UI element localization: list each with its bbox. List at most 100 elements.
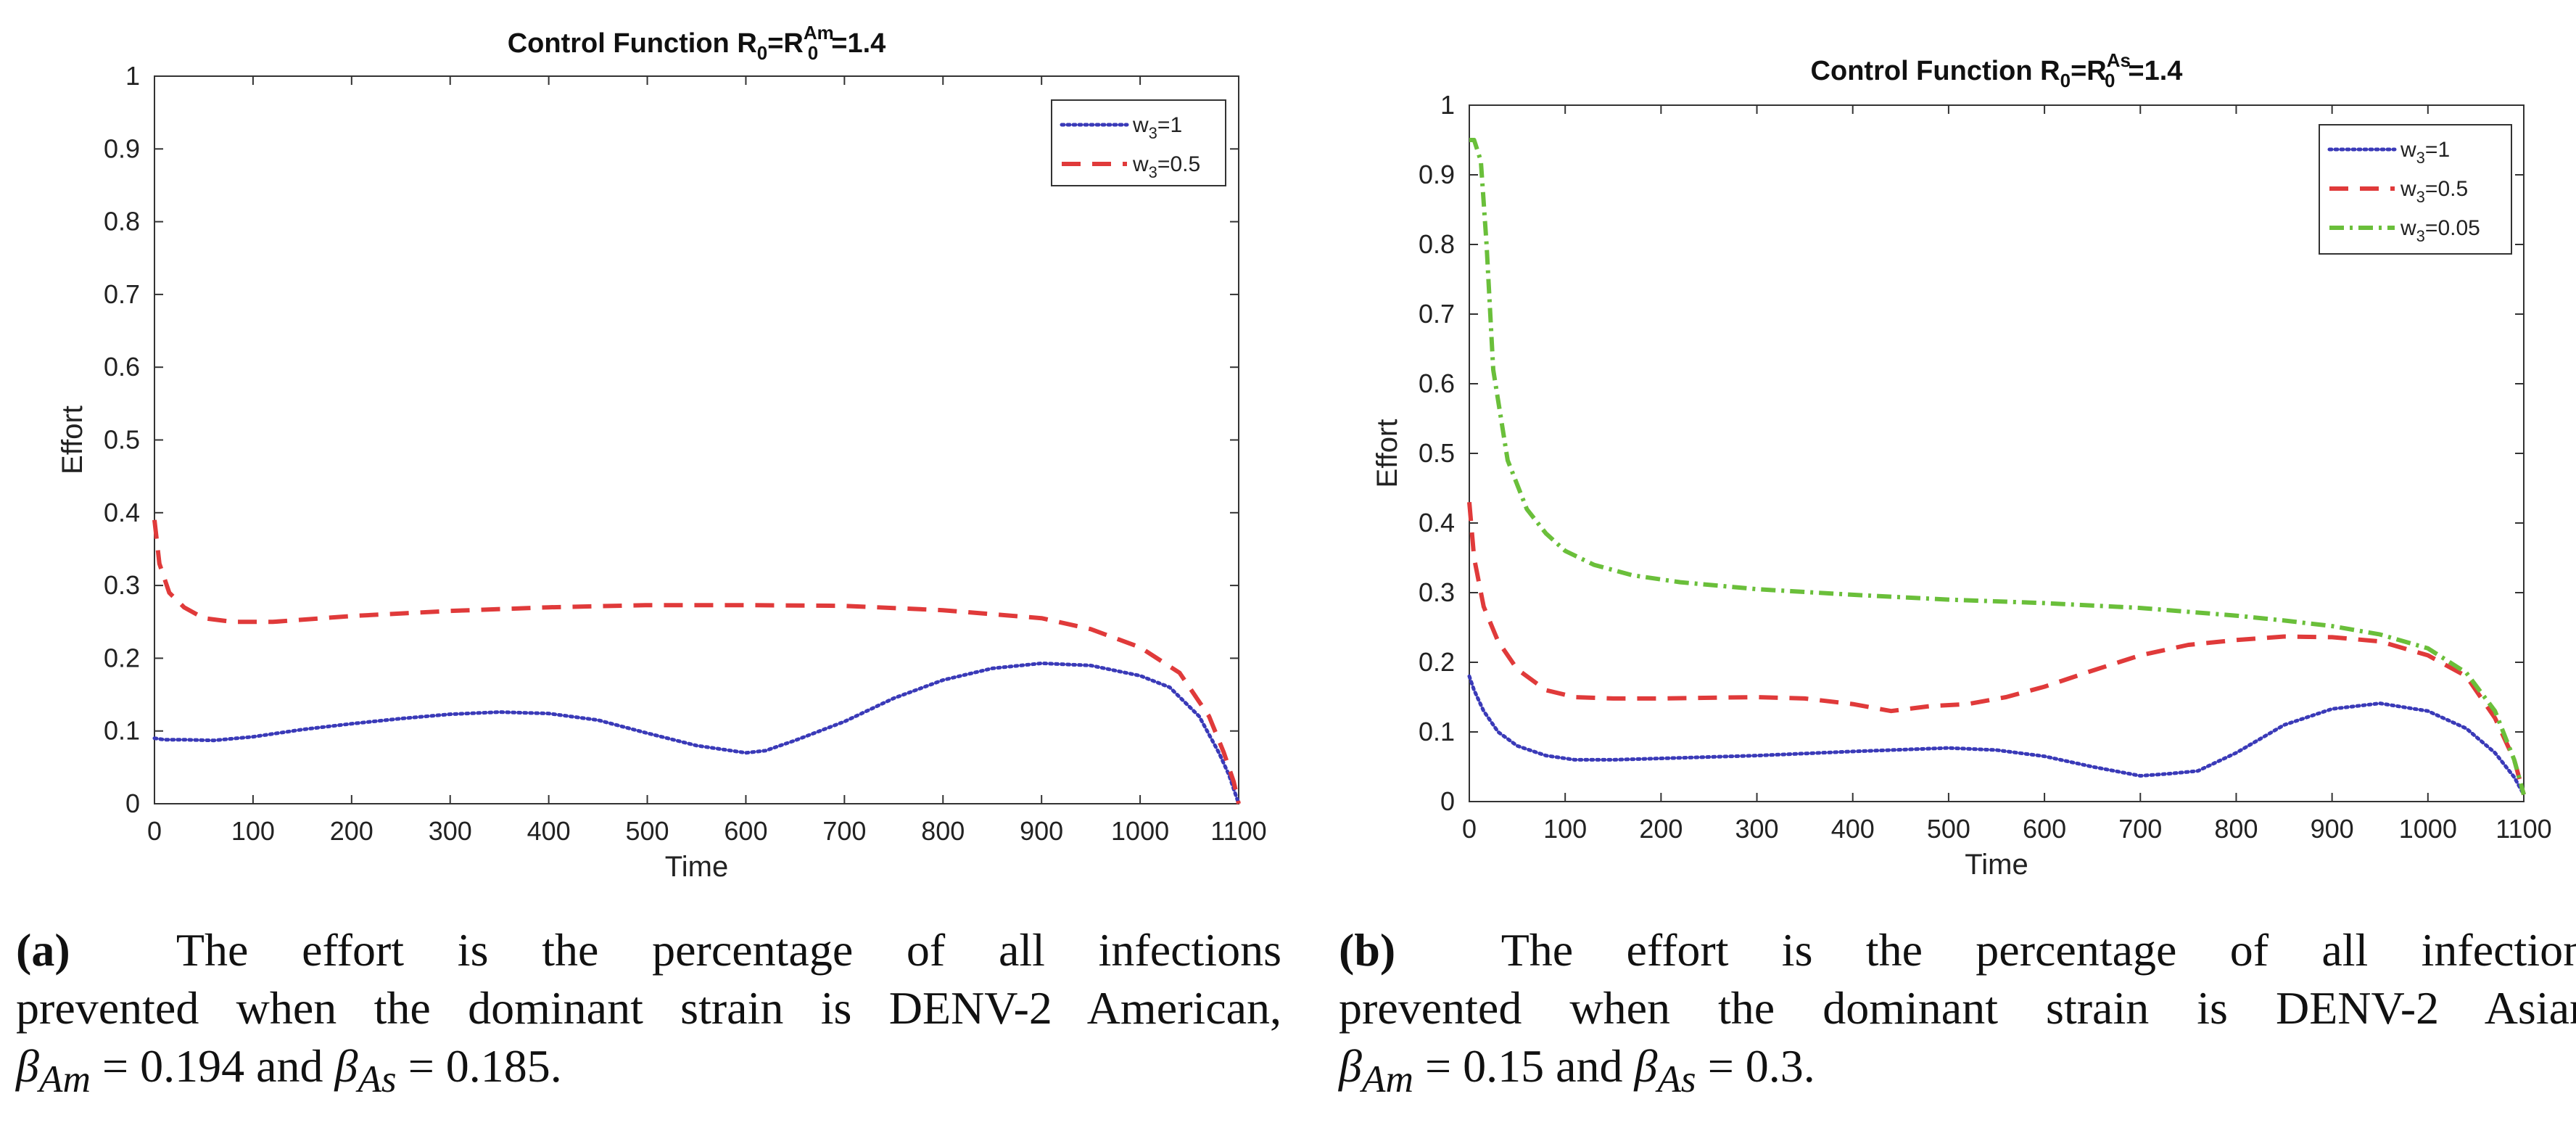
x-tick-label: 900: [2311, 814, 2354, 844]
x-tick-label: 700: [2118, 814, 2162, 844]
y-tick-label: 0.3: [104, 570, 140, 600]
y-tick-label: 0.2: [1419, 647, 1455, 677]
x-tick-label: 200: [1639, 814, 1683, 844]
legend-label: w3=0.5: [2400, 177, 2468, 206]
y-tick-label: 0.7: [104, 279, 140, 309]
y-axis-label: Effort: [1371, 419, 1403, 488]
y-tick-label: 0: [1440, 786, 1455, 816]
title-superscript: Am: [804, 22, 834, 44]
title-text: =1.4: [2128, 56, 2182, 86]
legend-box: [2319, 124, 2512, 255]
chart-title: Control Function R0=RAm 0 =1.4: [508, 22, 886, 64]
beta-symbol: β: [1634, 1040, 1658, 1092]
beta-symbol: β: [334, 1040, 358, 1092]
x-tick-label: 100: [1543, 814, 1587, 844]
caption-b: (b) The effort is the percentage of all …: [1339, 921, 2576, 1108]
x-tick-label: 1100: [1210, 816, 1266, 846]
x-tick-label: 1000: [1111, 816, 1169, 846]
x-tick-label: 0: [147, 816, 162, 846]
caption-letter: (a): [16, 924, 70, 976]
title-subscript: 0: [808, 42, 818, 64]
series-line-1: [1467, 674, 2526, 796]
figure-panel-a: Control Function R0=RAm 0 =1.4 0 100 200 300 40…: [16, 22, 1281, 1108]
x-tick-label: 1100: [2496, 814, 2551, 844]
x-tick-label: 300: [1735, 814, 1779, 844]
beta-symbol: β: [1339, 1040, 1362, 1092]
legend-name: w: [1132, 152, 1149, 176]
y-tick-label: 0: [125, 789, 140, 818]
series-line-2: [152, 519, 1241, 804]
plot-area: [154, 75, 1239, 804]
caption-line-3: βAm = 0.15 and βAs = 0.3.: [1339, 1037, 2576, 1108]
y-axis-label: Effort: [57, 405, 88, 474]
series-line-2: [1467, 501, 2526, 796]
caption-equation-2: = 0.185.: [396, 1040, 562, 1092]
caption-equation-1: = 0.15 and: [1413, 1040, 1635, 1092]
legend-suffix: =0.5: [1157, 152, 1200, 176]
y-tick-label: 1: [1440, 90, 1455, 120]
title-subscript: 0: [2105, 70, 2115, 91]
x-tick-label: 100: [231, 816, 275, 846]
x-axis-label: Time: [1965, 849, 2028, 881]
legend-label: w3=0.05: [2400, 216, 2480, 245]
legend-suffix: =1: [2425, 138, 2450, 162]
caption-line-1: The effort is the percentage of all infe…: [1500, 924, 2576, 976]
legend-label: w3=0.5: [1132, 152, 1200, 181]
y-tick-label: 0.4: [1419, 508, 1455, 538]
legend-name: w: [2400, 177, 2416, 201]
title-text: Control Function R: [1811, 56, 2060, 86]
x-tick-label: 200: [330, 816, 373, 846]
x-tick-label: 900: [1020, 816, 1063, 846]
caption-letter: (b): [1339, 924, 1396, 976]
legend-suffix: =0.5: [2425, 177, 2468, 201]
legend-name: w: [2400, 138, 2416, 162]
y-tick-label: 0.9: [1419, 160, 1455, 189]
y-tick-label: 0.8: [104, 207, 140, 236]
x-tick-label: 0: [1462, 814, 1477, 844]
y-tick-label: 0.6: [104, 352, 140, 382]
caption-a: (a) The effort is the percentage of all …: [16, 921, 1281, 1108]
y-tick-label: 0.7: [1419, 299, 1455, 329]
x-tick-label: 600: [2023, 814, 2066, 844]
title-text: =1.4: [831, 28, 886, 59]
caption-line-1: The effort is the percentage of all infe…: [176, 924, 1282, 976]
beta-subscript: As: [1657, 1056, 1696, 1100]
legend-label: w3=1: [1132, 113, 1182, 142]
series-line-1: [152, 661, 1241, 806]
legend-suffix: =0.05: [2425, 216, 2480, 240]
x-axis-label: Time: [665, 851, 728, 883]
caption-line-2: prevented when the dominant strain is DE…: [1339, 982, 2576, 1034]
y-tick-label: 0.1: [104, 716, 140, 746]
legend-suffix: =1: [1157, 113, 1182, 137]
x-tick-label: 300: [429, 816, 472, 846]
title-text: =R: [767, 28, 804, 59]
y-tick-label: 0.9: [104, 133, 140, 163]
chart-a: Control Function R0=RAm 0 =1.40 100 200 300 40…: [57, 22, 1267, 883]
x-tick-label: 500: [1927, 814, 1970, 844]
x-tick-label: 600: [724, 816, 767, 846]
legend-subscript: 3: [1149, 163, 1157, 181]
y-tick-label: 0.5: [1419, 438, 1455, 468]
legend-box: [1051, 99, 1226, 186]
caption-line-2: prevented when the dominant strain is DE…: [16, 982, 1281, 1034]
caption-line-3: βAm = 0.194 and βAs = 0.185.: [16, 1037, 1281, 1108]
caption-equation-1: = 0.194 and: [90, 1040, 335, 1092]
x-tick-label: 500: [626, 816, 669, 846]
title-subscript: 0: [2060, 70, 2071, 91]
caption-equation-2: = 0.3.: [1696, 1040, 1815, 1092]
y-tick-label: 0.6: [1419, 369, 1455, 398]
legend-name: w: [1132, 113, 1149, 137]
title-superscript: As: [2107, 49, 2131, 71]
title-text: =R: [2071, 56, 2107, 86]
x-tick-label: 800: [921, 816, 965, 846]
y-tick-label: 1: [125, 61, 140, 91]
y-tick-label: 0.2: [104, 643, 140, 672]
y-tick-label: 0.5: [104, 425, 140, 455]
chart-title: Control Function R0=RAs 0 =1.4: [1811, 49, 2183, 91]
figure-panel-b: Control Function R0=RAs 0 =1.4 0 100 200 300 40…: [1288, 0, 2576, 1128]
beta-symbol: β: [16, 1040, 39, 1092]
legend-label: w3=1: [2400, 138, 2450, 167]
x-tick-label: 700: [822, 816, 866, 846]
x-tick-label: 400: [1831, 814, 1875, 844]
legend-subscript: 3: [2416, 188, 2425, 206]
